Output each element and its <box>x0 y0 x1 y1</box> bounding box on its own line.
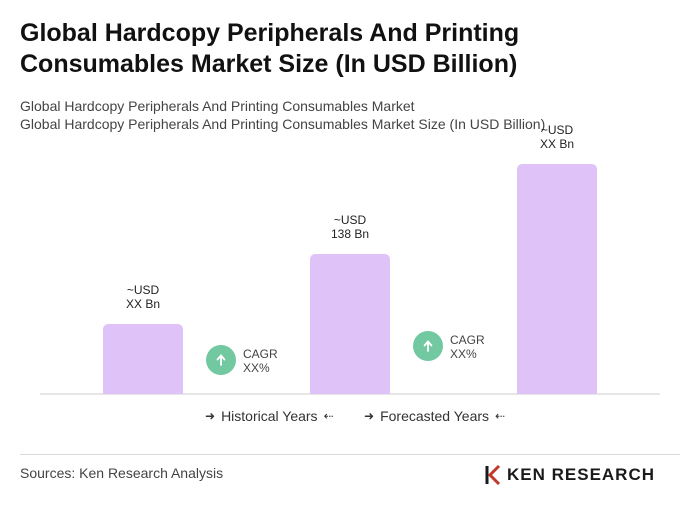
source-note: Sources: Ken Research Analysis <box>20 465 224 481</box>
bar <box>310 254 390 394</box>
cagr-label: XX% <box>450 347 477 361</box>
legend-forecasted-label: Forecasted Years <box>380 408 490 424</box>
footer-divider <box>20 454 680 455</box>
bar-data-label: ~USD <box>127 283 160 297</box>
cagr-label: XX% <box>243 361 270 375</box>
legend-historical-label: Historical Years <box>221 408 318 424</box>
chart-title: Global Hardcopy Peripherals And Printing… <box>20 19 520 78</box>
chart-subtitle-secondary: Global Hardcopy Peripherals And Printing… <box>20 116 546 132</box>
arrow-up-icon <box>423 340 433 352</box>
legend-historical: ➜ Historical Years ⇠ <box>199 408 340 424</box>
bar-data-label: XX Bn <box>126 297 160 311</box>
arrow-right-icon: ➜ <box>205 409 216 423</box>
arrow-up-icon <box>216 354 226 366</box>
logo-text: KEN RESEARCH <box>507 465 656 484</box>
cagr-label: CAGR <box>450 333 485 347</box>
arrow-right-icon: ➜ <box>364 409 375 423</box>
ken-research-logo: KEN RESEARCH <box>485 464 655 486</box>
bar-data-label: ~USD <box>541 123 574 137</box>
ken-logo-icon <box>485 465 501 485</box>
bar-data-label: 138 Bn <box>331 227 369 241</box>
arrow-left-icon: ⇠ <box>495 409 506 423</box>
chart-subtitle: Global Hardcopy Peripherals And Printing… <box>20 98 415 114</box>
bar <box>103 324 183 394</box>
bar-data-label: ~USD <box>334 213 367 227</box>
cagr-label: CAGR <box>243 347 278 361</box>
bar-data-label: XX Bn <box>540 137 574 151</box>
legend-forecasted: ➜ Forecasted Years ⇠ <box>358 408 511 424</box>
bar <box>517 164 597 394</box>
arrow-left-icon: ⇠ <box>323 409 334 423</box>
